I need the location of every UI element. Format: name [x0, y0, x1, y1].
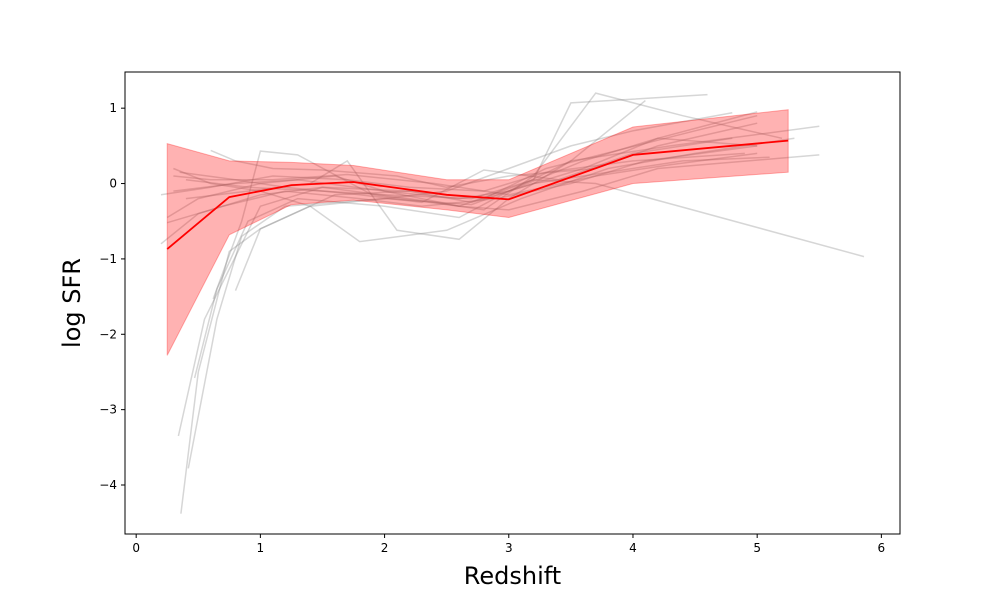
individual-series-line [193, 137, 758, 379]
individual-series-line [177, 92, 783, 437]
y-tick-label: 1 [109, 101, 117, 115]
individual-series-line [160, 156, 770, 245]
y-tick-label: −3 [99, 403, 117, 417]
individual-series-line [234, 111, 733, 291]
x-axis-title: Redshift [464, 562, 561, 590]
individual-series-line [173, 111, 758, 200]
individual-series-line [185, 179, 865, 258]
y-tick-label: −1 [99, 252, 117, 266]
individual-series-line [179, 137, 733, 204]
individual-series-line [173, 152, 758, 196]
axes-frame [124, 71, 901, 535]
y-tick-label: 0 [109, 177, 117, 191]
individual-series-line [173, 137, 795, 243]
individual-series-line [212, 93, 708, 300]
x-tick-label: 4 [629, 541, 637, 555]
individual-series-line [166, 145, 758, 224]
y-tick-label: −2 [99, 327, 117, 341]
individual-series-line [166, 154, 820, 219]
x-tick-label: 5 [753, 541, 761, 555]
confidence-band [166, 109, 789, 356]
ticks: 0 1 2 3 4 5 6 1 0 −1 −2 −3 −4 [99, 101, 885, 555]
x-tick-label: 0 [132, 541, 140, 555]
median-line [166, 139, 789, 250]
plot-area [160, 92, 865, 514]
x-tick-label: 3 [505, 541, 513, 555]
y-tick-label: −4 [99, 478, 117, 492]
individual-series-line [187, 125, 820, 469]
y-axis-title: log SFR [58, 258, 86, 348]
x-tick-label: 2 [381, 541, 389, 555]
individual-series-line [180, 114, 758, 514]
x-tick-label: 6 [878, 541, 886, 555]
x-tick-label: 1 [257, 541, 265, 555]
individual-series-line [185, 100, 646, 241]
